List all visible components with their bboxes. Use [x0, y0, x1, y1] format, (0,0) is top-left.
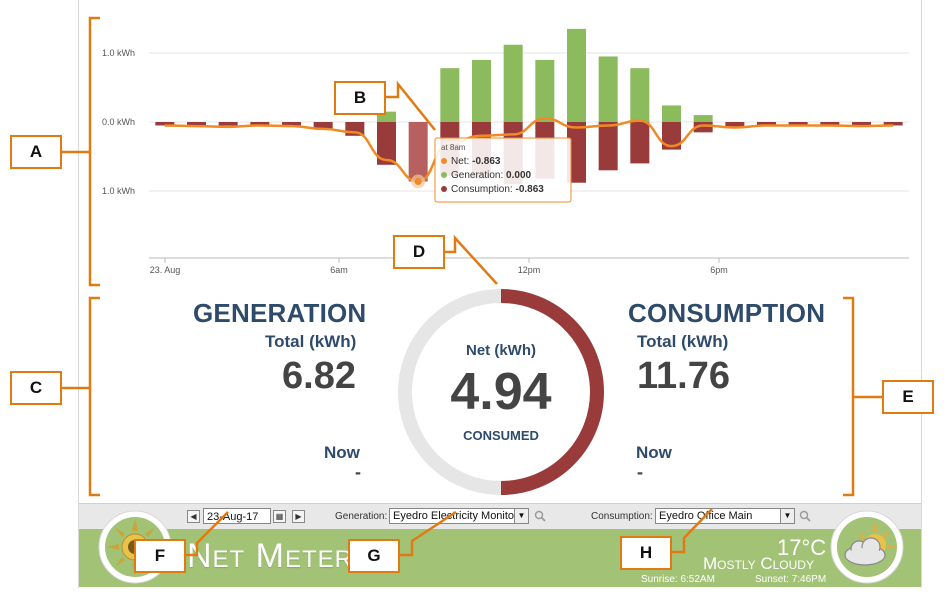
generation-bar: [598, 56, 618, 123]
callout-g: G: [348, 539, 400, 573]
cloudy-weather-icon: [830, 510, 904, 584]
callout-e: E: [882, 380, 934, 414]
y-tick-label: 1.0 kWh: [102, 186, 135, 196]
consumption-bar: [598, 122, 618, 171]
consumption-bar: [883, 122, 903, 126]
callout-c: C: [10, 371, 62, 405]
generation-bar: [472, 59, 491, 122]
net-series-line: [164, 117, 894, 183]
generation-bar: [662, 105, 681, 122]
consumption-bar: [852, 122, 871, 126]
generation-total-label: Total (kWh): [265, 332, 357, 351]
callout-a: A: [10, 135, 62, 169]
generation-select-value: Eyedro Electricity Monitor: [393, 510, 518, 522]
x-tick-label: 6pm: [710, 265, 728, 275]
consumption-select-label: Consumption:: [591, 511, 653, 522]
tooltip-title: at 8am: [441, 143, 466, 152]
chart-tooltip: at 8am Net: -0.863 Generation: 0.000 Consum…: [434, 137, 572, 203]
generation-bar: [535, 59, 555, 122]
consumption-select-value: Eyedro Office Main: [659, 510, 753, 522]
net-status: CONSUMED: [463, 428, 539, 443]
search-icon[interactable]: [799, 510, 811, 522]
consumption-bar: [155, 122, 175, 126]
generation-now-value: -: [355, 462, 361, 482]
toolbar: ◀ 23-Aug-17 ▦ ▶ Generation: Eyedro Elect…: [79, 503, 921, 530]
x-tick-label: 23. Aug: [150, 265, 181, 275]
tooltip-marker: [441, 186, 447, 192]
consumption-bar: [250, 122, 270, 126]
consumption-now-label: Now: [636, 443, 672, 462]
consumption-bar: [662, 122, 681, 150]
callout-f: F: [134, 539, 186, 573]
tooltip-row-value: 0.000: [506, 170, 531, 181]
prev-day-button[interactable]: ◀: [187, 510, 200, 523]
tooltip-row-label: Generation: 0.000: [451, 170, 532, 181]
weather-temperature: 17°C: [777, 535, 827, 560]
callout-h: H: [620, 536, 672, 570]
generation-bar: [440, 68, 460, 122]
sunset-time: Sunset: 7:46PM: [755, 574, 827, 585]
consumption-bar: [187, 122, 206, 126]
consumption-bar: [693, 122, 713, 133]
sunrise-time: Sunrise: 6:52AM: [641, 574, 715, 585]
x-tick-label: 6am: [330, 265, 348, 275]
consumption-bar: [408, 122, 428, 182]
y-tick-label: 1.0 kWh: [102, 48, 135, 58]
tooltip-marker: [441, 158, 447, 164]
generation-bar: [630, 68, 650, 122]
consumption-select[interactable]: Eyedro Office Main ▼: [655, 508, 795, 524]
consumption-now-value: -: [637, 462, 643, 482]
energy-chart: 1.0 kWh 0.0 kWh 1.0 kWh 23. Aug 6am 12pm 6pm a…: [102, 28, 909, 275]
tooltip-row-label: Consumption: -0.863: [451, 184, 544, 195]
consumption-bar: [757, 122, 776, 126]
tooltip-row-label: Net: -0.863: [451, 156, 501, 167]
tooltip-marker: [441, 172, 447, 178]
consumption-bar: [313, 122, 333, 129]
footer-bar: Net Meter 17°C Mostly Cloudy Sunrise: 6:…: [79, 510, 921, 587]
net-donut: [398, 289, 604, 495]
net-point: [414, 178, 422, 186]
next-day-button[interactable]: ▶: [292, 510, 305, 523]
consumption-title: CONSUMPTION: [628, 298, 826, 328]
callout-b: B: [334, 81, 386, 115]
net-meter-app: 1.0 kWh 0.0 kWh 1.0 kWh 23. Aug 6am 12pm 6pm a…: [78, 0, 922, 588]
net-label: Net (kWh): [466, 342, 536, 359]
consumption-bar: [282, 122, 301, 126]
generation-title: GENERATION: [193, 298, 367, 328]
x-tick-label: 12pm: [518, 265, 541, 275]
date-input[interactable]: 23-Aug-17: [203, 508, 271, 524]
tooltip-row-value: -0.863: [515, 184, 544, 195]
callout-d: D: [393, 235, 445, 269]
consumption-bar: [725, 122, 745, 127]
tooltip-box: [434, 137, 572, 203]
consumption-bar: [377, 122, 396, 165]
consumption-bar: [567, 122, 586, 183]
chevron-down-icon[interactable]: ▼: [780, 509, 794, 523]
generation-select[interactable]: Eyedro Electricity Monitor ▼: [389, 508, 529, 524]
consumption-total-value: 11.76: [637, 355, 730, 397]
tooltip-row-value: -0.863: [472, 156, 501, 167]
chevron-down-icon[interactable]: ▼: [514, 509, 528, 523]
generation-bar: [693, 115, 713, 122]
consumption-bar: [630, 122, 650, 164]
calendar-icon[interactable]: ▦: [273, 510, 286, 523]
search-icon[interactable]: [534, 510, 546, 522]
donut-consumed-arc: [500, 289, 604, 495]
consumption-bar: [820, 122, 840, 126]
consumption-bar: [218, 122, 238, 126]
generation-select-label: Generation:: [335, 511, 388, 522]
generation-bar: [567, 28, 586, 123]
consumption-total-label: Total (kWh): [637, 332, 729, 351]
weather-condition: Mostly Cloudy: [703, 554, 814, 573]
net-value: 4.94: [450, 363, 552, 421]
generation-bar: [503, 44, 523, 122]
y-tick-label: 0.0 kWh: [102, 117, 135, 127]
app-title: Net Meter: [187, 537, 353, 575]
generation-total-value: 6.82: [282, 355, 356, 397]
consumption-bar: [788, 122, 808, 126]
generation-now-label: Now: [324, 443, 360, 462]
